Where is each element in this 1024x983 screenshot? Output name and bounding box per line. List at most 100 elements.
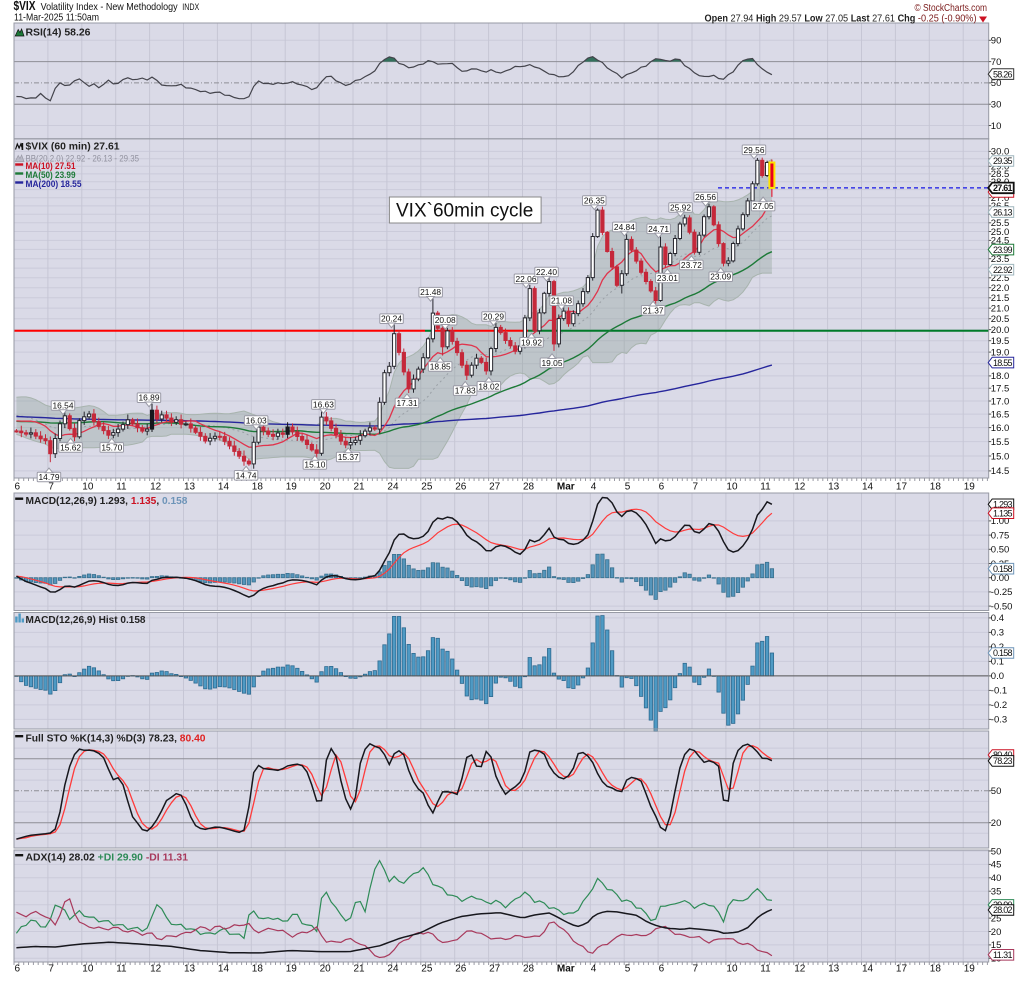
svg-text:16.54: 16.54 xyxy=(53,401,74,411)
svg-text:26.35: 26.35 xyxy=(584,196,605,206)
svg-text:30.0: 30.0 xyxy=(991,147,1010,158)
svg-text:17.83: 17.83 xyxy=(455,386,476,396)
svg-text:0.0: 0.0 xyxy=(991,671,1004,682)
svg-text:26: 26 xyxy=(455,482,467,493)
svg-text:15.10: 15.10 xyxy=(304,460,325,470)
svg-text:1.135: 1.135 xyxy=(993,508,1013,518)
svg-text:INDX: INDX xyxy=(182,2,199,12)
svg-text:19: 19 xyxy=(964,482,976,493)
svg-text:25.0: 25.0 xyxy=(991,227,1010,238)
svg-text:17: 17 xyxy=(896,482,908,493)
svg-text:14.74: 14.74 xyxy=(236,470,257,480)
svg-text:21.48: 21.48 xyxy=(420,287,441,297)
svg-text:14: 14 xyxy=(862,482,874,493)
svg-text:6: 6 xyxy=(15,964,21,975)
svg-text:20: 20 xyxy=(320,482,332,493)
svg-text:22.5: 22.5 xyxy=(991,273,1010,284)
svg-text:14: 14 xyxy=(218,964,230,975)
svg-text:17: 17 xyxy=(896,964,908,975)
svg-text:0.75: 0.75 xyxy=(991,530,1010,541)
svg-text:© StockCharts.com: © StockCharts.com xyxy=(915,3,988,14)
svg-text:35: 35 xyxy=(991,887,1002,898)
svg-text:Open 27.94 High 29.57 Low 27.0: Open 27.94 High 29.57 Low 27.05 Last 27.… xyxy=(705,13,977,25)
svg-text:MACD(12,26,9) 1.293, 1.135, 0.: MACD(12,26,9) 1.293, 1.135, 0.158 xyxy=(26,496,188,507)
svg-text:-0.3: -0.3 xyxy=(991,715,1007,726)
svg-text:13: 13 xyxy=(184,482,196,493)
svg-text:15.37: 15.37 xyxy=(338,452,359,462)
svg-text:50: 50 xyxy=(991,846,1002,857)
svg-text:MA(10) 27.51: MA(10) 27.51 xyxy=(26,161,77,172)
svg-text:18.0: 18.0 xyxy=(991,371,1010,382)
svg-text:6: 6 xyxy=(15,482,21,493)
svg-text:17.31: 17.31 xyxy=(397,398,418,408)
svg-text:30: 30 xyxy=(991,100,1002,111)
svg-text:15: 15 xyxy=(991,940,1002,951)
svg-text:22.0: 22.0 xyxy=(991,283,1010,294)
svg-text:0.4: 0.4 xyxy=(991,613,1004,624)
svg-text:0.3: 0.3 xyxy=(991,628,1004,639)
svg-text:13: 13 xyxy=(184,964,196,975)
svg-text:18: 18 xyxy=(252,964,264,975)
svg-text:11.31: 11.31 xyxy=(993,950,1013,960)
svg-text:Mar: Mar xyxy=(557,482,575,493)
svg-text:21.0: 21.0 xyxy=(991,303,1010,314)
svg-text:21.5: 21.5 xyxy=(991,293,1010,304)
svg-text:1.293: 1.293 xyxy=(993,500,1013,510)
svg-text:23.01: 23.01 xyxy=(657,273,678,283)
svg-text:23.72: 23.72 xyxy=(681,260,702,270)
svg-text:5: 5 xyxy=(625,964,631,975)
svg-text:20.29: 20.29 xyxy=(483,312,504,322)
svg-text:28: 28 xyxy=(523,964,535,975)
svg-text:19.05: 19.05 xyxy=(542,358,563,368)
svg-text:-0.25: -0.25 xyxy=(991,587,1013,598)
svg-text:21.08: 21.08 xyxy=(551,296,572,306)
svg-text:14: 14 xyxy=(862,964,874,975)
svg-text:0.50: 0.50 xyxy=(991,545,1010,556)
svg-text:24: 24 xyxy=(387,964,399,975)
svg-text:4: 4 xyxy=(591,964,597,975)
svg-text:4: 4 xyxy=(591,482,597,493)
svg-text:14: 14 xyxy=(218,482,230,493)
svg-text:24: 24 xyxy=(387,482,399,493)
svg-text:20.24: 20.24 xyxy=(381,314,402,324)
svg-text:17.0: 17.0 xyxy=(991,396,1010,407)
svg-text:27.61: 27.61 xyxy=(993,183,1013,193)
svg-text:29.35: 29.35 xyxy=(993,156,1013,166)
svg-text:20.5: 20.5 xyxy=(991,314,1010,325)
svg-text:28.5: 28.5 xyxy=(991,169,1010,180)
svg-text:19.0: 19.0 xyxy=(991,347,1010,358)
svg-text:22.92: 22.92 xyxy=(993,265,1013,275)
svg-text:26.56: 26.56 xyxy=(695,192,716,202)
svg-text:16.5: 16.5 xyxy=(991,409,1010,420)
svg-text:20: 20 xyxy=(991,818,1002,829)
svg-text:-0.2: -0.2 xyxy=(991,700,1007,711)
svg-text:50: 50 xyxy=(991,78,1002,89)
svg-text:22.40: 22.40 xyxy=(536,267,557,277)
svg-text:$VIX (60 min) 27.61: $VIX (60 min) 27.61 xyxy=(26,142,120,153)
svg-text:27.0: 27.0 xyxy=(991,193,1010,204)
svg-text:19: 19 xyxy=(286,482,298,493)
svg-text:70: 70 xyxy=(991,57,1002,68)
svg-text:16.89: 16.89 xyxy=(139,393,160,403)
svg-text:-0.50: -0.50 xyxy=(991,601,1013,612)
svg-text:7: 7 xyxy=(693,482,699,493)
svg-text:50: 50 xyxy=(991,786,1002,797)
svg-text:24.71: 24.71 xyxy=(648,224,669,234)
svg-text:25: 25 xyxy=(421,964,433,975)
svg-text:23.99: 23.99 xyxy=(993,245,1013,255)
svg-text:MA(200) 18.55: MA(200) 18.55 xyxy=(26,179,83,190)
svg-text:13: 13 xyxy=(828,482,840,493)
svg-text:Volatility Index - New Methodo: Volatility Index - New Methodology xyxy=(41,1,179,13)
svg-text:15.70: 15.70 xyxy=(101,442,122,452)
svg-text:18: 18 xyxy=(252,482,264,493)
svg-text:16.0: 16.0 xyxy=(991,423,1010,434)
svg-text:20.08: 20.08 xyxy=(435,315,456,325)
svg-text:13: 13 xyxy=(828,964,840,975)
svg-text:21: 21 xyxy=(354,482,366,493)
svg-text:RSI(14) 58.26: RSI(14) 58.26 xyxy=(26,28,91,39)
svg-text:6: 6 xyxy=(659,964,665,975)
svg-text:5: 5 xyxy=(625,482,631,493)
svg-text:23.09: 23.09 xyxy=(710,272,731,282)
svg-text:20: 20 xyxy=(320,964,332,975)
svg-text:20.0: 20.0 xyxy=(991,325,1010,336)
